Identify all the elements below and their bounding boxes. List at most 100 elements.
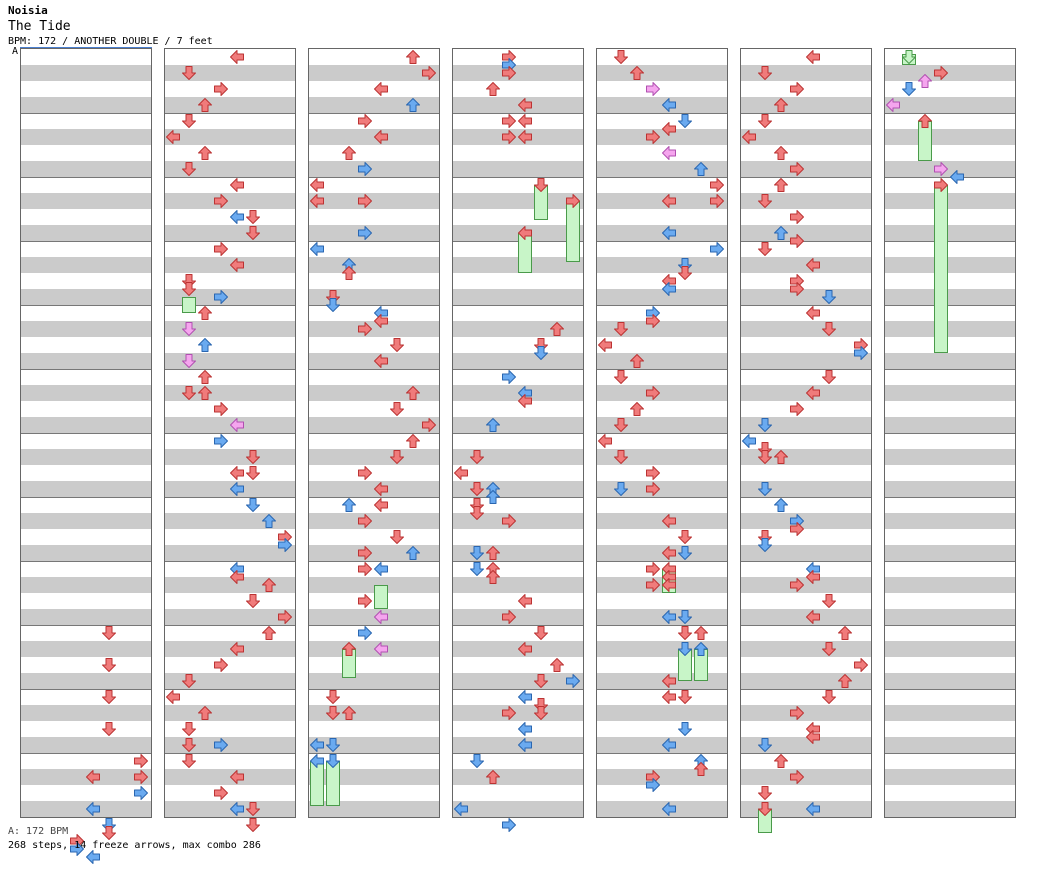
measure-line [741, 497, 871, 498]
step-arrow-right-icon [789, 769, 805, 785]
step-arrow-down-icon [245, 801, 261, 817]
step-arrow-left-icon [309, 177, 325, 193]
beat-band [597, 257, 727, 273]
step-arrow-up-icon [197, 97, 213, 113]
step-arrow-left-icon [741, 433, 757, 449]
beat-band [885, 129, 1015, 145]
step-arrow-up-icon [261, 577, 277, 593]
step-arrow-right-icon [789, 161, 805, 177]
step-arrow-left-icon [309, 753, 325, 769]
beat-band [597, 353, 727, 369]
measure-line [21, 433, 151, 434]
measure-line [597, 241, 727, 242]
step-arrow-down-icon [757, 785, 773, 801]
measure-line [453, 369, 583, 370]
step-arrow-right-icon [645, 129, 661, 145]
step-arrow-left-icon [517, 97, 533, 113]
step-arrow-down-icon [533, 625, 549, 641]
beat-band [885, 97, 1015, 113]
step-arrow-right-icon [213, 433, 229, 449]
measure-line [597, 113, 727, 114]
step-arrow-left-icon [229, 257, 245, 273]
beat-band [309, 513, 439, 529]
step-arrow-down-icon [757, 65, 773, 81]
artist-name: Noisia [8, 4, 48, 17]
step-arrow-left-icon [805, 609, 821, 625]
beat-band [21, 545, 151, 561]
beat-band [597, 705, 727, 721]
beat-band [309, 737, 439, 753]
beat-band [741, 641, 871, 657]
step-arrow-left-icon [805, 385, 821, 401]
step-arrow-down-icon [757, 537, 773, 553]
step-arrow-down-icon [613, 321, 629, 337]
beat-band [453, 289, 583, 305]
step-arrow-up-icon [773, 97, 789, 113]
beat-band [597, 417, 727, 433]
beat-band [741, 737, 871, 753]
beat-band [597, 449, 727, 465]
step-arrow-left-icon [661, 145, 677, 161]
step-arrow-left-icon [229, 177, 245, 193]
step-arrow-left-icon [661, 225, 677, 241]
step-arrow-left-icon [805, 801, 821, 817]
step-arrow-left-icon [85, 849, 101, 865]
step-arrow-down-icon [181, 321, 197, 337]
step-arrow-up-icon [693, 641, 709, 657]
step-arrow-right-icon [421, 417, 437, 433]
beat-band [453, 161, 583, 177]
measure-line [309, 625, 439, 626]
step-arrow-left-icon [741, 129, 757, 145]
step-arrow-down-icon [677, 529, 693, 545]
step-arrow-down-icon [613, 49, 629, 65]
step-arrow-right-icon [213, 401, 229, 417]
beat-band [165, 353, 295, 369]
step-arrow-down-icon [389, 401, 405, 417]
beat-band [885, 609, 1015, 625]
step-arrow-down-icon [533, 705, 549, 721]
beat-band [165, 161, 295, 177]
measure-line [885, 433, 1015, 434]
step-arrow-up-icon [341, 705, 357, 721]
measure-line [741, 561, 871, 562]
measure-line [741, 177, 871, 178]
beat-band [309, 385, 439, 401]
measure-line [885, 753, 1015, 754]
step-arrow-left-icon [517, 721, 533, 737]
step-arrow-right-icon [789, 401, 805, 417]
step-arrow-right-icon [709, 241, 725, 257]
step-arrow-up-icon [485, 569, 501, 585]
step-arrow-down-icon [245, 449, 261, 465]
beat-band [21, 129, 151, 145]
measure-line [309, 113, 439, 114]
chart-column-3 [308, 48, 440, 818]
step-arrow-left-icon [517, 129, 533, 145]
step-arrow-up-icon [485, 81, 501, 97]
step-arrow-down-icon [469, 753, 485, 769]
beat-band [21, 65, 151, 81]
beat-band [21, 161, 151, 177]
measure-line [165, 497, 295, 498]
beat-band [21, 353, 151, 369]
beat-band [885, 321, 1015, 337]
step-arrow-left-icon [309, 193, 325, 209]
measure-line [21, 497, 151, 498]
step-arrow-left-icon [229, 641, 245, 657]
step-arrow-up-icon [485, 489, 501, 505]
measure-line [597, 625, 727, 626]
step-arrow-right-icon [133, 785, 149, 801]
step-arrow-right-icon [645, 577, 661, 593]
step-arrow-right-icon [357, 593, 373, 609]
beat-band [885, 353, 1015, 369]
beat-band [741, 161, 871, 177]
step-arrow-up-icon [197, 369, 213, 385]
beat-band [309, 225, 439, 241]
step-arrow-left-icon [373, 609, 389, 625]
step-arrow-left-icon [597, 433, 613, 449]
beat-band [741, 705, 871, 721]
step-arrow-left-icon [373, 561, 389, 577]
freeze-arrow-left [374, 585, 388, 609]
step-arrow-right-icon [357, 513, 373, 529]
step-arrow-left-icon [373, 353, 389, 369]
step-arrow-left-icon [517, 641, 533, 657]
